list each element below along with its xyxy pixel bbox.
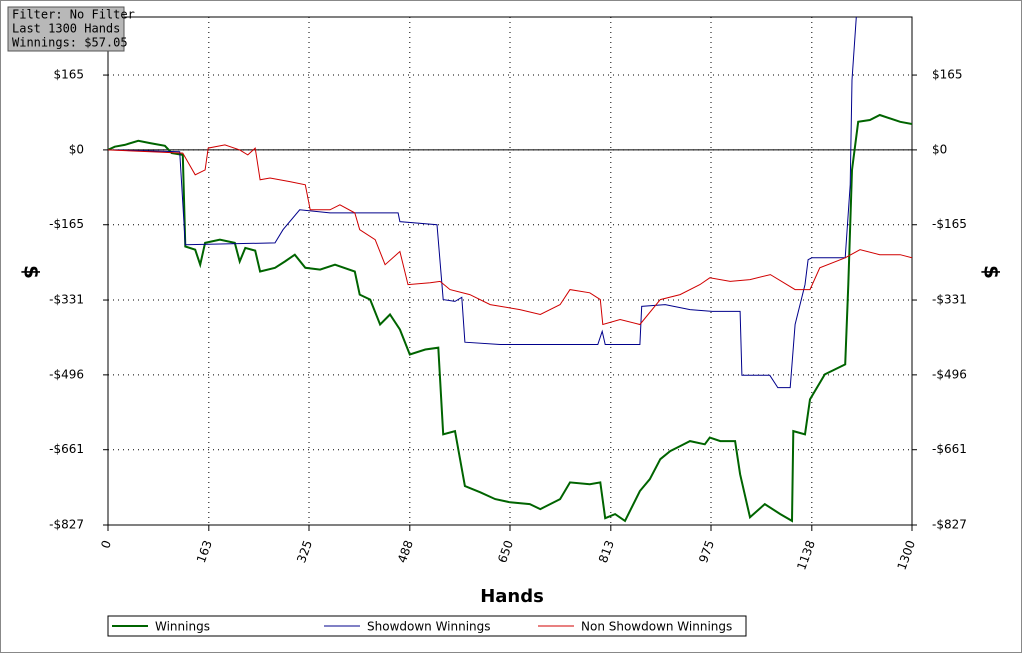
y-tick-label: $165 [53,68,84,82]
legend-label: Winnings [155,620,210,634]
plot-area [107,16,913,526]
y-tick-label: $0 [69,142,84,156]
y-tick-label: -$331 [49,293,84,307]
info-hands: Last 1300 Hands [12,22,120,36]
grid [103,17,917,531]
legend-entries: Winnings Showdown Winnings Non Showdown Wi… [112,620,732,634]
y2-tick-label: $0 [932,142,947,156]
y-axis-label: $ [20,265,44,279]
legend-label: Showdown Winnings [367,620,491,634]
info-filter: Filter: No Filter [12,8,135,22]
series-line [108,144,912,326]
series-line [108,17,857,389]
y2-tick-label: -$661 [932,442,967,456]
y-tick-label: -$661 [49,442,84,456]
y-tick-label: -$165 [49,217,84,231]
info-winnings: Winnings: $57.05 [12,36,128,50]
y-tick-label: -$827 [49,518,84,532]
y2-tick-label: -$827 [932,518,967,532]
legend-label: Non Showdown Winnings [581,620,732,634]
info-background [7,6,125,52]
y2-tick-label: -$496 [932,367,967,381]
y2-tick-label: $165 [932,68,963,82]
x-tick-label: 0 [98,538,114,550]
lines [108,17,912,523]
y2-tick-label: -$331 [932,293,967,307]
series-line [108,113,912,523]
y-tick-label: -$496 [49,367,84,381]
y2-axis-label: $ [980,265,1004,279]
x-axis-label: Hands [480,586,544,607]
y2-tick-label: -$165 [932,217,967,231]
legend [107,615,747,637]
info-box: Filter: No Filter Last 1300 Hands Winnin… [7,6,135,52]
